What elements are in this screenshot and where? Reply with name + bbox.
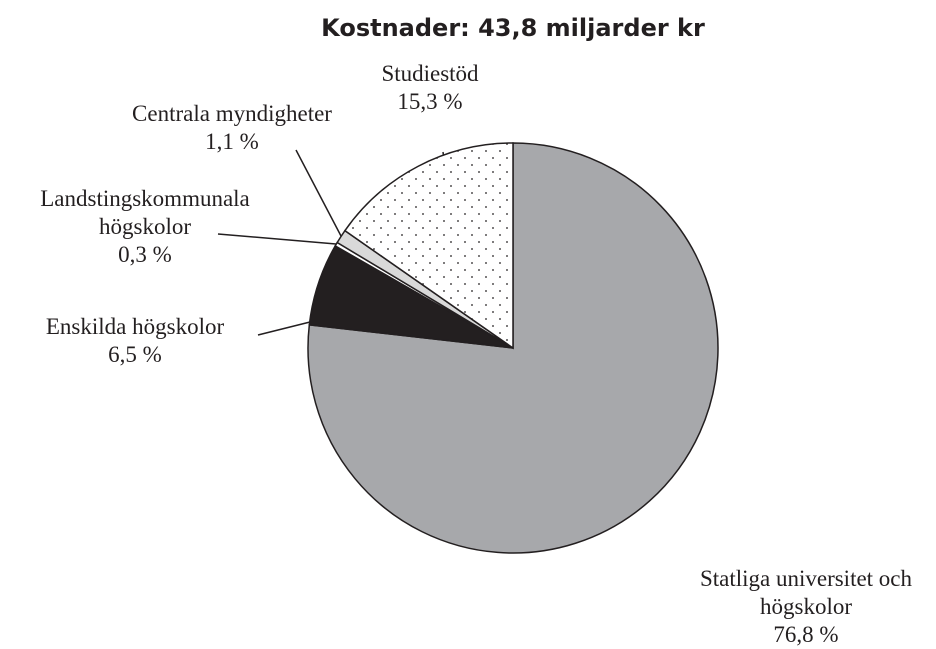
slice-label: Centrala myndigheter 1,1 % [92, 100, 372, 156]
chart-title: Kostnader: 43,8 miljarder kr [321, 14, 705, 42]
category-label: Centrala myndigheter [132, 101, 332, 126]
slice-label: Studiestöd 15,3 % [330, 60, 530, 116]
value-label: 15,3 % [397, 89, 463, 114]
value-label: 1,1 % [205, 129, 259, 154]
slice-label: Enskilda högskolor 6,5 % [0, 313, 270, 369]
page: Kostnader: 43,8 miljarder kr (() => { co… [0, 14, 913, 647]
slice-label: Landstingskommunala högskolor 0,3 % [8, 185, 283, 269]
chart [217, 142, 719, 554]
category-label: Enskilda högskolor [45, 314, 225, 339]
leader-line [295, 149, 342, 237]
slice-label: Statliga universitet och högskolor 76,8 % [675, 565, 936, 649]
leader-line [257, 321, 311, 336]
pie-slice [343, 142, 514, 350]
category-label: Landstingskommunala högskolor [40, 186, 250, 239]
value-label: 6,5 % [108, 342, 162, 367]
category-label: Studiestöd [381, 61, 479, 86]
category-label: Statliga universitet och högskolor [699, 566, 913, 619]
leader-line [217, 233, 337, 245]
value-label: 0,3 % [118, 242, 172, 267]
value-label: 76,8 % [773, 622, 839, 647]
